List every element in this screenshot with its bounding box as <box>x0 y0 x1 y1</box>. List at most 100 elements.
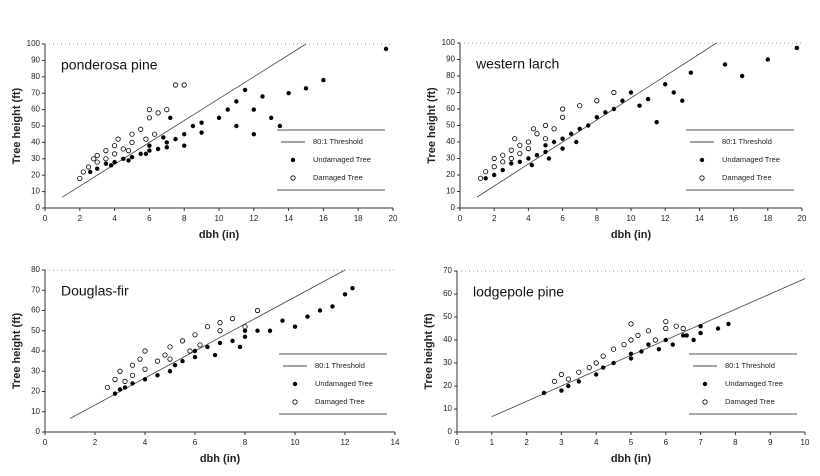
undamaged-point <box>726 321 731 327</box>
undamaged-point <box>190 123 196 129</box>
panel: 0 2 4 6 8 10 12 14 16 18 20 0 10 20 30 40 50 60 70 80 90 100 d… <box>426 38 807 241</box>
damaged-point <box>80 169 86 175</box>
damaged-point <box>491 164 497 170</box>
damaged-point <box>559 114 566 120</box>
undamaged-point <box>342 292 348 297</box>
undamaged-point <box>534 153 540 158</box>
damaged-point <box>129 139 135 145</box>
undamaged-point <box>628 351 634 356</box>
damaged-point <box>673 323 679 329</box>
damaged-point <box>551 378 558 384</box>
undamaged-point <box>126 158 131 163</box>
x-tick-label: 8 <box>733 438 738 447</box>
undamaged-point <box>715 326 721 331</box>
damaged-point <box>129 131 135 137</box>
damaged-point <box>94 159 100 165</box>
damaged-point <box>542 136 549 142</box>
y-tick-label: 60 <box>443 289 452 298</box>
y-tick-label: 60 <box>31 105 40 114</box>
y-tick-label: 20 <box>446 170 455 179</box>
x-axis-label: dbh (in) <box>199 229 240 241</box>
panel: 0 2 4 6 8 10 12 14 0 10 20 30 40 50 60 70 80 dbh (in) Tree… <box>11 265 400 465</box>
damaged-point <box>229 315 236 322</box>
damaged-point <box>512 136 518 142</box>
y-tick-label: 60 <box>31 306 40 315</box>
y-tick-label: 40 <box>446 137 455 146</box>
y-tick-label: 40 <box>31 138 40 147</box>
damaged-point <box>525 146 532 152</box>
y-tick-label: 20 <box>31 387 40 396</box>
x-tick-label: 10 <box>801 438 810 447</box>
damaged-point <box>610 346 617 352</box>
damaged-point <box>167 356 173 362</box>
undamaged-point <box>698 324 703 329</box>
damaged-point <box>628 321 634 327</box>
undamaged-point <box>576 379 581 384</box>
damaged-point <box>576 369 582 375</box>
undamaged-point <box>103 161 109 166</box>
y-axis-label: Tree height (ft) <box>423 313 435 390</box>
damaged-point <box>594 98 600 104</box>
undamaged-point <box>671 90 676 95</box>
undamaged-point <box>317 308 323 313</box>
undamaged-point <box>269 115 274 121</box>
y-tick-label: 10 <box>443 404 452 413</box>
undamaged-point <box>260 94 265 99</box>
panel-title: lodgepole pine <box>473 284 564 300</box>
damaged-point <box>652 337 658 343</box>
undamaged-point <box>147 148 152 153</box>
y-tick-label: 40 <box>443 335 452 344</box>
legend-swatch <box>699 175 705 181</box>
damaged-point <box>663 325 669 332</box>
damaged-point <box>577 103 583 109</box>
damaged-point <box>187 348 193 354</box>
legend-swatch <box>702 381 708 387</box>
undamaged-point <box>330 304 335 309</box>
x-tick-label: 5 <box>629 438 634 447</box>
undamaged-point <box>234 123 239 129</box>
y-tick-label: 0 <box>448 427 453 436</box>
damaged-point <box>635 332 641 338</box>
damaged-point <box>491 155 497 162</box>
y-tick-label: 100 <box>442 38 456 47</box>
damaged-point <box>162 352 168 358</box>
undamaged-point <box>611 360 616 366</box>
damaged-point <box>94 152 100 159</box>
y-tick-label: 80 <box>31 265 40 274</box>
damaged-point <box>525 139 532 145</box>
y-tick-label: 80 <box>446 71 455 80</box>
y-tick-label: 90 <box>446 55 455 64</box>
damaged-point <box>586 364 592 371</box>
x-tick-label: 20 <box>389 214 398 223</box>
y-tick-label: 30 <box>446 154 455 163</box>
y-tick-label: 10 <box>31 187 40 196</box>
undamaged-point <box>129 154 135 160</box>
x-tick-label: 6 <box>664 438 669 447</box>
undamaged-point <box>566 383 571 389</box>
undamaged-point <box>147 143 152 148</box>
damaged-point <box>197 342 203 348</box>
y-tick-label: 50 <box>446 121 455 130</box>
damaged-point <box>508 147 514 153</box>
damaged-point <box>146 115 152 121</box>
legend-swatch <box>292 381 298 387</box>
damaged-point <box>645 328 652 334</box>
x-tick-label: 0 <box>43 214 48 223</box>
x-tick-label: 12 <box>341 438 350 447</box>
undamaged-point <box>541 390 547 396</box>
undamaged-point <box>321 77 326 83</box>
undamaged-point <box>280 318 285 323</box>
undamaged-point <box>684 333 689 338</box>
undamaged-point <box>560 146 565 151</box>
undamaged-point <box>286 91 291 96</box>
undamaged-point <box>112 159 117 165</box>
damaged-point <box>558 371 565 378</box>
undamaged-point <box>217 340 223 346</box>
undamaged-point <box>182 132 187 137</box>
damaged-point <box>593 360 599 366</box>
undamaged-point <box>277 123 283 129</box>
undamaged-point <box>543 149 548 155</box>
damaged-point <box>77 175 83 182</box>
x-tick-label: 10 <box>291 438 300 447</box>
x-tick-label: 8 <box>595 214 600 223</box>
